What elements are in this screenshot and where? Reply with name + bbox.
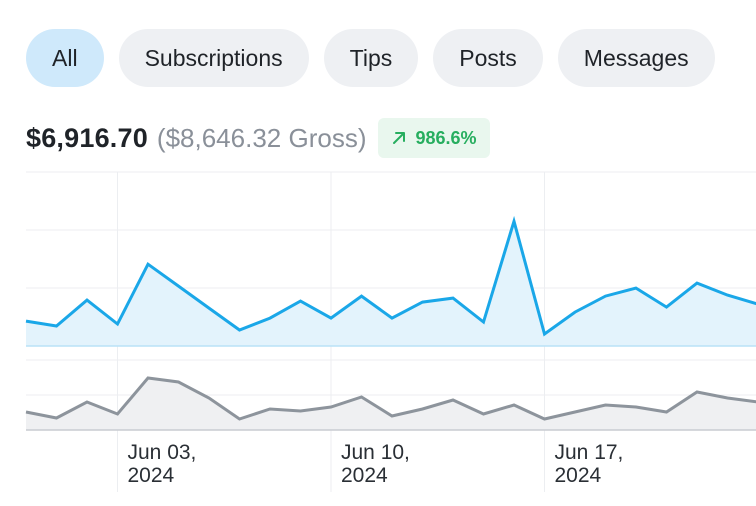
tab-posts[interactable]: Posts [433,29,543,87]
tab-subscriptions[interactable]: Subscriptions [118,29,309,87]
x-tick-label: 2024 [341,464,388,487]
series-1-line [25,215,756,337]
series-2-area [26,378,756,430]
series-2-line [25,376,756,421]
x-tick-label: 2024 [128,464,175,487]
x-tick-label: 2024 [555,464,602,487]
x-tick-label: Jun 03, [128,441,197,464]
x-tick-label: Jun 10, [341,441,410,464]
tab-messages[interactable]: Messages [557,29,715,87]
change-badge: 986.6% [378,118,490,158]
net-earnings: $6,916.70 [26,122,148,153]
gross-earnings: ($8,646.32 Gross) [156,122,367,153]
change-percent: 986.6% [415,127,477,148]
tab-tips[interactable]: Tips [323,29,419,87]
tab-all[interactable]: All [26,29,104,87]
x-tick-label: Jun 17, [555,441,624,464]
filter-tabs: All Subscriptions Tips Posts Messages [26,29,715,87]
arrow-up-right-icon [393,132,406,144]
earnings-summary: $6,916.70 ($8,646.32 Gross) 986.6% [26,118,490,158]
series-1-area [26,221,756,346]
